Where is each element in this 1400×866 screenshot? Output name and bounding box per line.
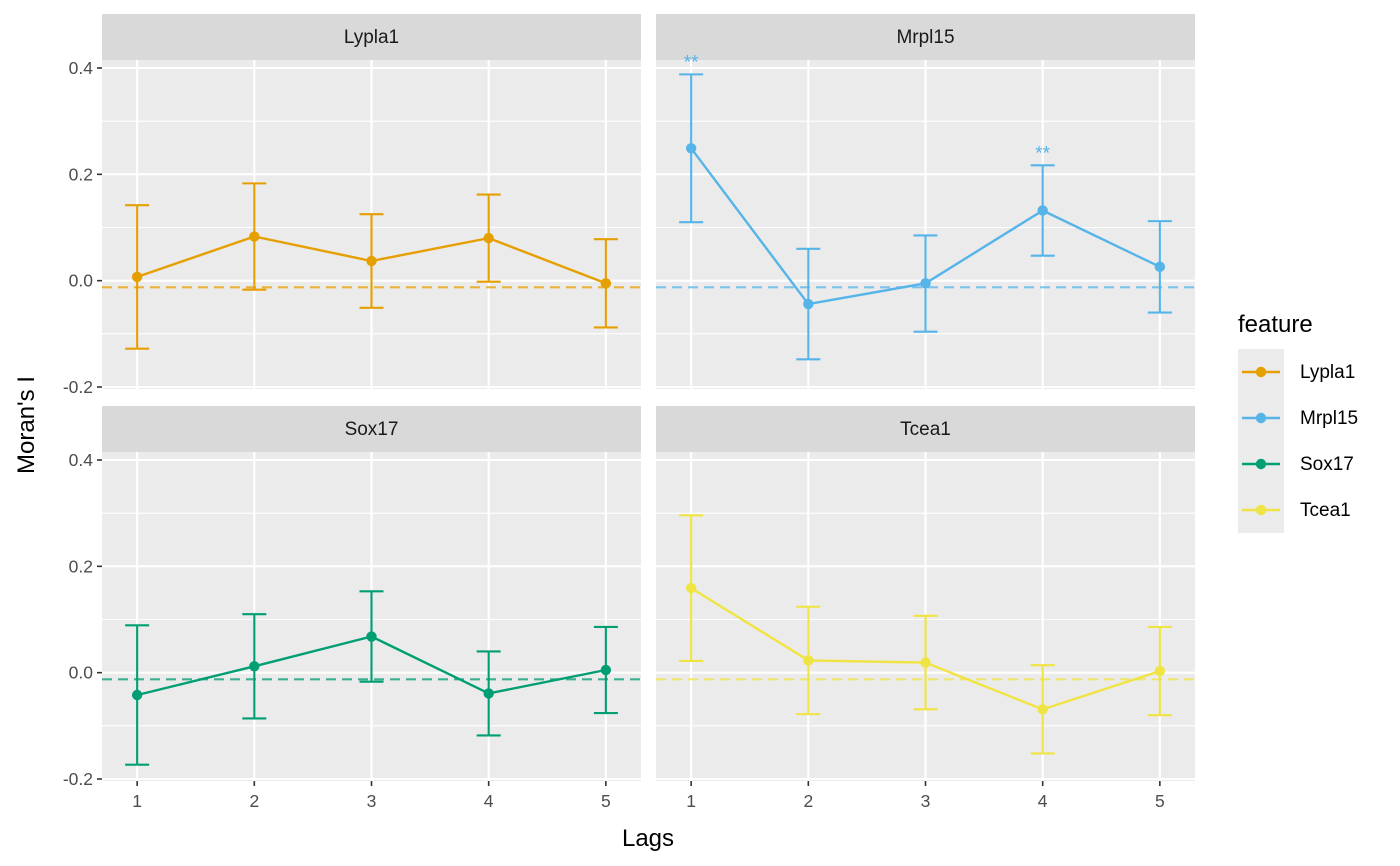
y-tick-label: 0.2 [69,556,93,576]
y-axis-title: Moran's I [13,376,40,474]
strip-label: Sox17 [345,419,399,440]
strip-mrpl15 [656,14,1195,60]
data-point [920,657,931,668]
data-point [685,143,697,154]
x-tick-label: 3 [921,791,931,811]
strip-label: Lypla1 [344,27,399,48]
panel-sox17: Sox17 -0.2 0.0 0.2 0.4 1 2 3 4 5 [63,406,641,811]
strip-label: Mrpl15 [896,27,954,48]
strip-lypla1 [102,14,641,60]
y-tick-label: -0.2 [63,377,93,397]
legend-key-point [1255,504,1267,516]
data-point [803,298,814,310]
x-tick-label: 2 [803,791,813,811]
data-point [483,688,494,699]
x-tick-label: 5 [601,791,611,811]
legend-key-point [1255,412,1267,424]
panels-layer: Lypla1 -0.2 0.0 0.2 0.4 Mrpl15 ** ** Sox17 -0.2 0.… [63,14,1195,811]
y-tick-label: -0.2 [63,769,93,789]
strip-label: Tcea1 [900,419,951,440]
data-point [131,271,143,283]
x-axis-title: Lags [622,825,674,852]
legend-label: Lypla1 [1300,362,1355,383]
panel-mrpl15: Mrpl15 ** ** [656,14,1195,389]
y-tick-label: 0.0 [69,663,94,683]
legend-key-point [1255,458,1267,470]
data-point [685,582,697,594]
x-tick-label: 1 [132,791,142,811]
panel-lypla1: Lypla1 -0.2 0.0 0.2 0.4 [63,14,641,397]
data-point [920,278,931,289]
legend-label: Tcea1 [1300,500,1351,521]
strip-sox17 [102,406,641,452]
legend-label: Sox17 [1300,454,1354,475]
legend-title: feature [1238,311,1313,338]
y-tick-label: 0.4 [69,450,94,470]
y-tick-label: 0.0 [69,271,94,291]
legend-item-lypla1: Lypla1 [1238,349,1355,395]
y-tick-label: 0.2 [69,164,93,184]
data-point [131,689,143,701]
data-point [366,255,377,267]
data-point [1037,205,1048,216]
legend-item-mrpl15: Mrpl15 [1238,395,1358,441]
x-tick-label: 1 [686,791,696,811]
data-point [1154,261,1166,273]
x-tick-label: 3 [367,791,377,811]
significance-label: ** [1035,143,1050,164]
legend-item-tcea1: Tcea1 [1238,487,1351,533]
x-tick-label: 5 [1155,791,1165,811]
panel-tcea1: Tcea1 1 2 3 4 5 [656,406,1195,811]
legend-label: Mrpl15 [1300,408,1358,429]
data-point [366,631,377,642]
data-point [483,232,494,244]
x-tick-label: 4 [1038,791,1048,811]
data-point [1037,704,1048,715]
data-point [803,655,814,666]
x-tick-label: 2 [249,791,259,811]
data-point [600,664,612,676]
legend-key-point [1255,366,1267,378]
legend: feature Lypla1 Mrpl15 Sox17 Tcea1 [1238,311,1358,533]
data-point [249,661,260,672]
data-point [1154,665,1166,677]
legend-item-sox17: Sox17 [1238,441,1354,487]
data-point [600,278,612,289]
data-point [249,231,260,242]
strip-tcea1 [656,406,1195,452]
significance-label: ** [684,52,699,73]
x-tick-label: 4 [484,791,494,811]
y-tick-label: 0.4 [69,58,94,78]
